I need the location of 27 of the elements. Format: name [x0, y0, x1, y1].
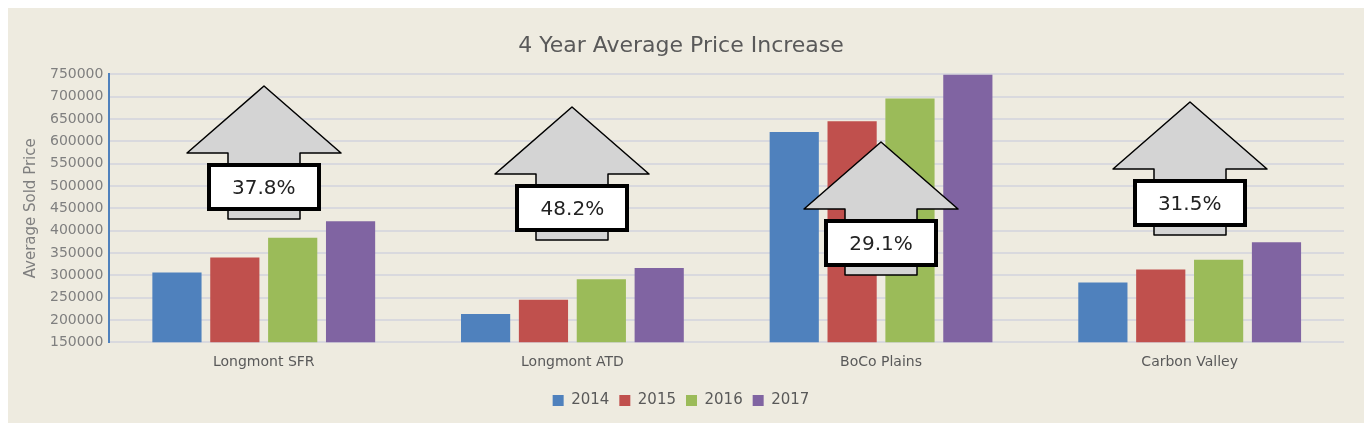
- y-tick-label: 400000: [49, 221, 104, 238]
- x-tick-label: Longmont ATD: [521, 353, 624, 370]
- legend-label: 2017: [771, 390, 810, 409]
- y-tick-label: 250000: [49, 288, 104, 305]
- chart-title: 4 Year Average Price Increase: [518, 31, 844, 57]
- y-tick-label: 550000: [49, 154, 104, 171]
- annotation: 37.8%: [206, 162, 321, 211]
- legend-label: 2015: [637, 390, 677, 409]
- legend-label: 2014: [571, 390, 610, 409]
- y-tick-label: 600000: [49, 131, 104, 148]
- y-tick-label: 500000: [49, 176, 104, 193]
- y-tick-label: 350000: [49, 243, 104, 260]
- y-tick-label: 650000: [49, 109, 104, 126]
- annotation: 29.1%: [824, 219, 939, 268]
- y-tick-label: 750000: [49, 65, 104, 82]
- x-tick-label: Longmont SFR: [212, 353, 315, 370]
- x-tick-label: BoCo Plains: [840, 353, 923, 370]
- x-tick-label: Carbon Valley: [1141, 353, 1238, 370]
- y-tick-label: 150000: [49, 332, 104, 349]
- y-tick-label: 300000: [49, 265, 104, 282]
- annotation: 48.2%: [515, 184, 630, 233]
- y-tick-label: 700000: [49, 87, 104, 104]
- legend-label: 2016: [704, 390, 743, 409]
- y-tick-label: 450000: [49, 198, 104, 215]
- annotation: 31.5%: [1132, 178, 1247, 227]
- y-tick-label: 200000: [49, 310, 104, 327]
- y-axis-title: Average Sold Price: [20, 138, 39, 279]
